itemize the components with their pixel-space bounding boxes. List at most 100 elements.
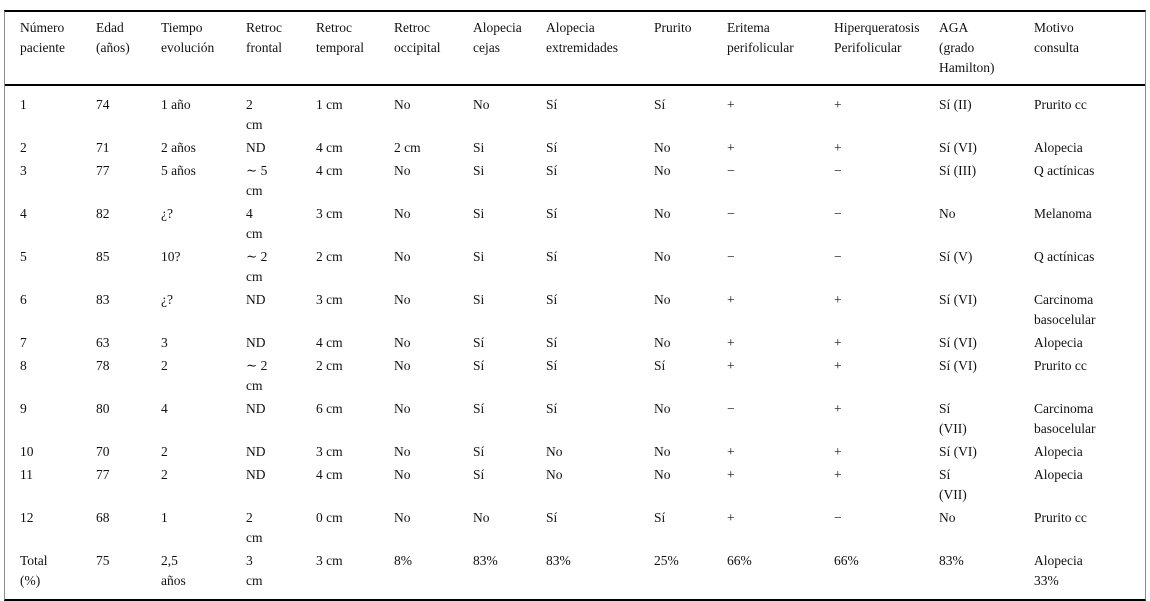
table-cell: 2 bbox=[161, 444, 168, 459]
total-row: Total (%) 75 2,5 años 3 cm 3 cm 8% 83% 83% 25% 66… bbox=[5, 550, 1145, 599]
table-cell: 4 cm bbox=[246, 206, 263, 241]
table-cell: + bbox=[727, 510, 735, 525]
table-cell: Sí (VII) bbox=[939, 401, 967, 436]
table-cell: 1 cm bbox=[316, 97, 343, 112]
table-cell: 4 cm bbox=[316, 163, 343, 178]
table-cell: Si bbox=[473, 292, 485, 307]
table-cell: + bbox=[727, 97, 735, 112]
table-cell: + bbox=[834, 401, 842, 416]
header-row: Número paciente Edad (años) Tiempo evoluci… bbox=[5, 12, 1145, 86]
table-cell: 2 años bbox=[161, 140, 196, 155]
table-cell: Sí bbox=[654, 510, 666, 525]
table-cell: 1 año bbox=[161, 97, 191, 112]
header-cell: Motivo consulta bbox=[1034, 12, 1145, 86]
table-cell: 83% bbox=[546, 553, 571, 568]
table-cell: 2 cm bbox=[316, 249, 343, 264]
table-cell: Sí (VII) bbox=[939, 467, 967, 502]
header-cell: Tiempo evolución bbox=[161, 12, 246, 86]
table-cell: Sí bbox=[546, 401, 558, 416]
table-cell: No bbox=[394, 249, 411, 264]
table-cell: 80 bbox=[96, 401, 110, 416]
header-cell: Prurito bbox=[654, 12, 727, 86]
table-cell: No bbox=[654, 206, 671, 221]
table-cell: No bbox=[394, 510, 411, 525]
table-cell: 74 bbox=[96, 97, 110, 112]
table-cell: 85 bbox=[96, 249, 110, 264]
header-cell: Alopecia extremidades bbox=[546, 12, 654, 86]
table-cell: ∼ 2 cm bbox=[246, 249, 268, 284]
table-row: 1 74 1 año 2 cm 1 cm No No Sí Sí + + Sí (II) Prurito… bbox=[5, 85, 1145, 137]
table-cell: No bbox=[939, 206, 956, 221]
table-row: 8 78 2 ∼ 2 cm 2 cm No Sí Sí Sí + + Sí (VI) Prurito c… bbox=[5, 355, 1145, 398]
table-cell: Prurito cc bbox=[1034, 510, 1087, 525]
table-cell: 2 bbox=[161, 467, 168, 482]
header-cell: Retroc temporal bbox=[316, 12, 394, 86]
table-cell: Sí bbox=[546, 358, 558, 373]
header-cell: Número paciente bbox=[5, 12, 96, 86]
table-cell: Sí bbox=[473, 335, 485, 350]
table-cell: Alopecia bbox=[1034, 335, 1083, 350]
header-cell: Alopecia cejas bbox=[473, 12, 546, 86]
table-cell: Sí bbox=[546, 206, 558, 221]
table-cell: Total (%) bbox=[20, 553, 48, 588]
table-cell: No bbox=[394, 444, 411, 459]
table-cell: + bbox=[834, 140, 842, 155]
table-cell: 9 bbox=[20, 401, 27, 416]
table-cell: Sí bbox=[546, 335, 558, 350]
table-row: 12 68 1 2 cm 0 cm No No Sí Sí + − No Prurito cc bbox=[5, 507, 1145, 550]
header-cell: Hiperqueratosis Perifolicular bbox=[834, 12, 939, 86]
patients-table-frame: Número paciente Edad (años) Tiempo evoluci… bbox=[4, 10, 1146, 601]
table-cell: Sí bbox=[546, 249, 558, 264]
table-cell: 3 cm bbox=[316, 553, 343, 568]
table-cell: 25% bbox=[654, 553, 679, 568]
table-cell: + bbox=[727, 292, 735, 307]
table-cell: Sí bbox=[473, 444, 485, 459]
table-cell: − bbox=[727, 401, 735, 416]
table-cell: + bbox=[727, 335, 735, 350]
table-cell: − bbox=[834, 510, 842, 525]
table-cell: Alopecia bbox=[1034, 467, 1083, 482]
table-cell: Sí (VI) bbox=[939, 292, 977, 307]
table-cell: 8 bbox=[20, 358, 27, 373]
table-cell: 66% bbox=[727, 553, 752, 568]
table-cell: Sí bbox=[473, 467, 485, 482]
table-row: 11 77 2 ND 4 cm No Sí No No + + Sí (VII) Alopecia bbox=[5, 464, 1145, 507]
table-cell: 4 cm bbox=[316, 467, 343, 482]
table-cell: − bbox=[834, 249, 842, 264]
table-cell: Sí bbox=[546, 510, 558, 525]
table-cell: Carcinoma basocelular bbox=[1034, 401, 1096, 436]
table-cell: 83% bbox=[939, 553, 964, 568]
table-cell: 83 bbox=[96, 292, 110, 307]
table-cell: No bbox=[394, 467, 411, 482]
patients-table: Número paciente Edad (años) Tiempo evoluci… bbox=[5, 12, 1145, 599]
table-cell: + bbox=[834, 97, 842, 112]
table-cell: Alopecia bbox=[1034, 444, 1083, 459]
table-row: 10 70 2 ND 3 cm No Sí No No + + Sí (VI) Alopecia bbox=[5, 441, 1145, 464]
table-cell: 2 bbox=[20, 140, 27, 155]
table-cell: + bbox=[727, 140, 735, 155]
table-cell: ¿? bbox=[161, 292, 173, 307]
table-cell: 4 bbox=[20, 206, 27, 221]
table-cell: No bbox=[394, 401, 411, 416]
table-cell: Sí (VI) bbox=[939, 444, 977, 459]
table-cell: Sí (V) bbox=[939, 249, 973, 264]
table-cell: ND bbox=[246, 292, 266, 307]
table-cell: 2 bbox=[161, 358, 168, 373]
table-cell: 6 cm bbox=[316, 401, 343, 416]
table-cell: No bbox=[394, 206, 411, 221]
header-cell: Edad (años) bbox=[96, 12, 161, 86]
table-cell: 2 cm bbox=[246, 97, 263, 132]
table-cell: Q actínicas bbox=[1034, 163, 1095, 178]
table-cell: 70 bbox=[96, 444, 110, 459]
table-cell: + bbox=[727, 467, 735, 482]
table-cell: No bbox=[394, 97, 411, 112]
table-cell: 5 bbox=[20, 249, 27, 264]
table-cell: Q actínicas bbox=[1034, 249, 1095, 264]
table-cell: + bbox=[834, 467, 842, 482]
table-cell: No bbox=[654, 335, 671, 350]
table-cell: 78 bbox=[96, 358, 110, 373]
table-cell: 4 cm bbox=[316, 335, 343, 350]
table-cell: 63 bbox=[96, 335, 110, 350]
table-header: Número paciente Edad (años) Tiempo evoluci… bbox=[5, 12, 1145, 86]
table-cell: No bbox=[473, 97, 490, 112]
